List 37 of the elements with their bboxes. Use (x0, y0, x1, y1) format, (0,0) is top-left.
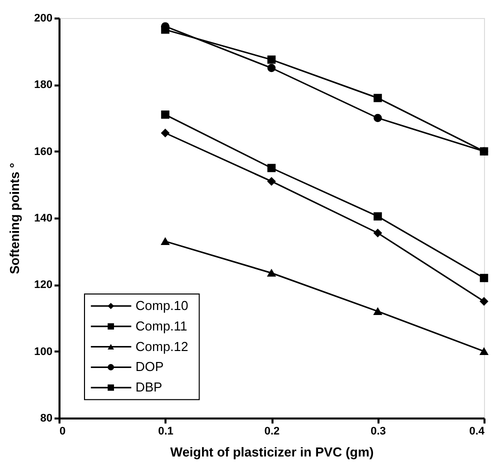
y-tick-label: 80 (40, 412, 52, 424)
y-tick-label: 120 (34, 279, 52, 292)
x-tick-label: 0 (60, 426, 66, 438)
legend-label: Comp.10 (136, 298, 188, 313)
legend-label: DBP (136, 380, 162, 395)
point (267, 164, 276, 172)
legend-label: Comp.12 (136, 338, 188, 354)
legend-label: Comp.11 (136, 318, 188, 334)
point (480, 348, 488, 355)
y-tick-label: 160 (34, 146, 52, 158)
y-axis-title: Softening points ° (7, 162, 22, 274)
y-tick-label: 180 (34, 79, 52, 92)
legend-label: DOP (136, 359, 164, 374)
point (374, 228, 382, 238)
x-tick-label: 0.2 (264, 426, 280, 438)
y-tick-label: 140 (34, 212, 52, 224)
point (480, 274, 488, 282)
point (267, 64, 276, 72)
point (267, 269, 276, 277)
point (161, 110, 170, 119)
point (267, 56, 276, 64)
y-tick-label: 100 (34, 346, 52, 358)
point (374, 212, 382, 220)
x-tick-label: 0.4 (469, 426, 486, 438)
point (374, 94, 382, 102)
point (480, 147, 488, 156)
point (374, 114, 382, 122)
point (374, 308, 382, 315)
x-tick-label: 0.1 (158, 426, 174, 438)
point (161, 238, 170, 245)
x-axis-title: Weight of plasticizer in PVC (gm) (170, 444, 374, 460)
y-tick-label: 200 (34, 12, 52, 24)
point (480, 297, 488, 306)
point (267, 177, 276, 186)
point (161, 128, 170, 138)
x-tick-label: 0.3 (370, 426, 386, 438)
point (161, 26, 170, 34)
